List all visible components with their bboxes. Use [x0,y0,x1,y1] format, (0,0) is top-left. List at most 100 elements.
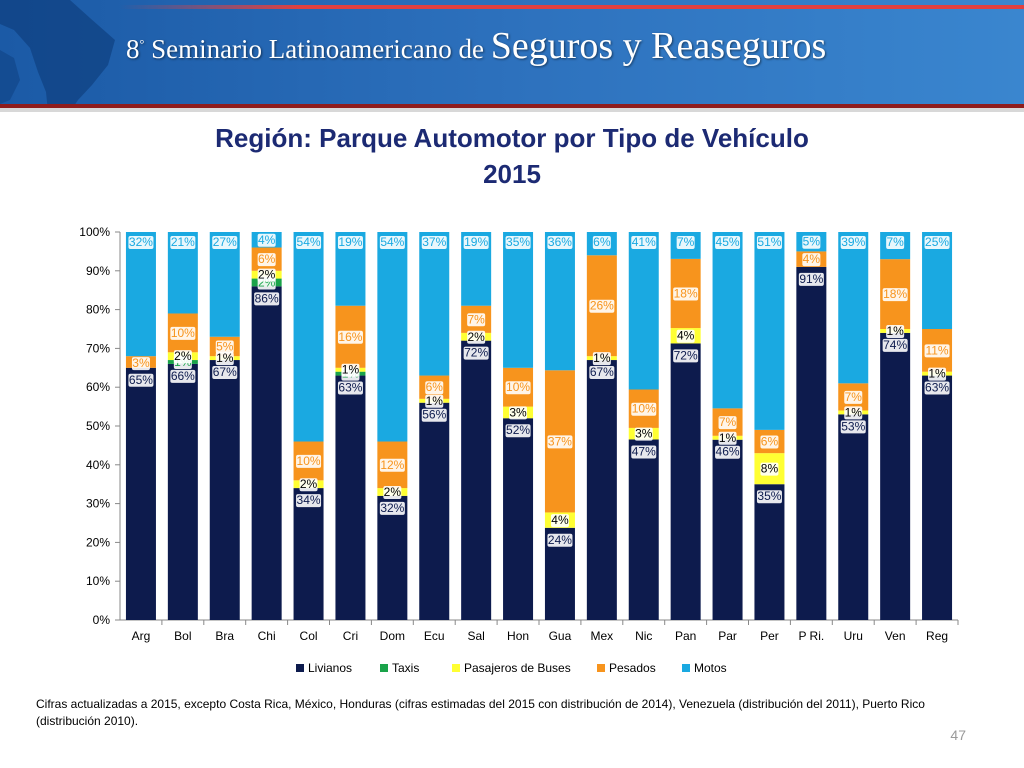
legend-label: Livianos [308,661,352,675]
data-label-text: 41% [632,235,656,249]
data-label-bg [840,236,866,249]
y-tick-label: 20% [86,535,110,549]
data-label-bg [257,268,276,282]
data-label-bg [505,236,531,249]
data-label-bg [505,424,531,438]
data-label: 32% [379,501,405,515]
data-label-bg [756,490,782,504]
data-label-text: 74% [883,338,907,352]
data-label-bg [592,236,611,249]
bar-segment [796,266,827,620]
data-label: 72% [673,348,699,363]
data-label: 7% [467,312,485,327]
data-label-bg [383,485,402,499]
data-label-text: 10% [171,326,195,340]
data-label-text: 10% [297,454,321,468]
data-label: 45% [715,235,741,249]
data-label-text: 32% [129,235,153,249]
data-label: 72% [463,346,489,360]
data-label: 19% [463,235,489,249]
x-tick-label: Dom [380,629,405,643]
data-label-text: 27% [213,235,237,249]
data-label: 65% [128,373,154,387]
bar-segment [754,232,785,430]
data-label-bg [170,236,196,249]
bar-segment [712,439,743,620]
bar-segment [503,418,534,620]
data-label: 12% [379,458,405,472]
data-label-text: 18% [883,287,907,301]
bar-segment [628,232,659,390]
data-label-text: 7% [845,390,863,404]
data-label-text: 2% [300,477,318,491]
data-label-text: 19% [338,235,362,249]
data-label-text: 21% [171,235,195,249]
y-tick-label: 70% [86,341,110,355]
data-label-text: 10% [632,402,656,416]
data-label-text: 51% [757,235,781,249]
bar-segment [712,232,743,409]
x-tick-label: Mex [591,629,614,643]
data-label-text: 25% [925,235,949,249]
data-label-bg [924,381,950,395]
data-label-text: 1% [845,405,863,419]
y-tick-label: 50% [86,419,110,433]
data-label-text: 2% [258,268,276,282]
data-label-text: 7% [886,235,904,249]
data-label: 4% [257,233,276,247]
data-label-text: 45% [716,235,740,249]
data-label-text: 4% [258,233,276,247]
data-label: 54% [379,235,405,249]
data-label-text: 66% [171,369,195,383]
data-label: 67% [212,365,238,380]
data-label: 24% [547,533,573,547]
header-banner: 8° Seminario Latinoamericano de Seguros … [0,0,1024,112]
data-label-bg [886,324,905,338]
data-label-text: 67% [590,365,614,379]
data-label-bg [715,445,741,459]
data-label-bg [882,288,908,302]
chart-title: Región: Parque Automotor por Tipo de Veh… [0,120,1024,192]
data-label-text: 6% [426,380,444,394]
data-label-bg [170,369,196,383]
data-label: 4% [802,252,821,267]
data-label-text: 7% [467,312,485,326]
x-tick-label: Sal [467,629,484,643]
data-label-text: 54% [297,235,321,249]
data-label: 7% [886,235,904,249]
x-tick-label: Bol [174,629,191,643]
data-label-bg [379,501,405,515]
data-label-bg [802,253,821,267]
x-tick-label: Arg [132,629,151,643]
data-label-bg [215,352,234,366]
bar-segment [419,232,450,376]
data-label: 10% [170,326,196,340]
data-label: 52% [505,423,531,438]
data-label-text: 5% [216,339,234,353]
data-label-bg [463,346,489,360]
data-label-bg [296,236,322,249]
banner-emphasis: Seguros y Reaseguros [490,25,827,67]
bar-segment [670,343,701,620]
data-label-bg [215,340,234,354]
x-tick-label: P Ri. [798,629,824,643]
data-label-text: 4% [551,513,569,527]
data-label-text: 56% [422,408,446,422]
data-label-text: 39% [841,235,865,249]
data-label: 34% [296,493,322,508]
data-label-text: 46% [716,445,740,459]
data-label-bg [924,236,950,249]
data-label-bg [463,236,489,249]
data-label: 5% [802,235,820,249]
data-label: 4% [550,513,569,528]
bar-segment [209,360,240,620]
data-label-bg [589,299,615,313]
data-label: 1% [844,405,863,420]
y-tick-label: 30% [86,497,110,511]
data-label: 7% [844,390,862,404]
x-tick-label: Pan [675,629,696,643]
x-tick-label: Hon [507,629,529,643]
data-label: 1% [718,431,737,445]
data-label: 19% [337,235,363,249]
data-label: 56% [421,408,447,422]
